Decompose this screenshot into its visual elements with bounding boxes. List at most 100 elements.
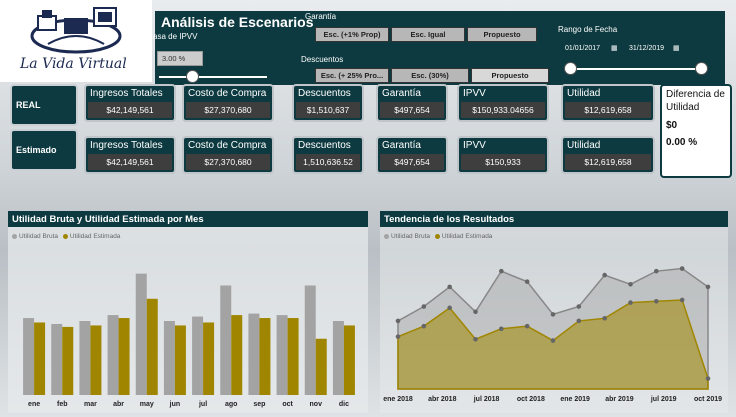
ipvv-input[interactable]: 3.00 %	[157, 51, 203, 66]
calendar-end-icon[interactable]: ▦	[673, 45, 680, 52]
filter-bar: Análisis de Escenarios asa de IPVV 3.00 …	[153, 11, 725, 85]
point-estimada[interactable]	[654, 298, 659, 304]
point-estimada[interactable]	[473, 336, 478, 342]
x-tick-label: jul 2018	[473, 396, 500, 403]
bar-bruta-jul[interactable]	[192, 316, 204, 395]
difference-card: Diferencia de Utilidad $0 0.00 %	[660, 84, 732, 178]
date-slider-track	[571, 68, 701, 70]
kpi-value: $1,510,637	[296, 102, 360, 118]
kpi-value: 1,510,636.52	[296, 154, 360, 170]
point-estimada[interactable]	[602, 316, 607, 321]
point-bruta[interactable]	[499, 268, 504, 274]
bar-estimada-sep[interactable]	[259, 318, 271, 395]
bar-chart: ene feb mar abr may jun jul ago sep oct nov dic	[23, 273, 355, 408]
bar-bruta-dic[interactable]	[332, 321, 344, 395]
point-bruta[interactable]	[628, 281, 633, 287]
bar-estimada-nov[interactable]	[315, 338, 327, 395]
date-end[interactable]: 31/12/2019	[629, 45, 665, 52]
kpi-value: $150,933.04656	[461, 102, 545, 118]
bar-estimada-dic[interactable]	[343, 325, 355, 395]
area-chart-title: Tendencia de los Resultados	[380, 211, 728, 227]
bar-bruta-mar[interactable]	[79, 321, 91, 395]
descuentos-option-2[interactable]: Esc. (30%)	[391, 68, 469, 83]
x-tick-label: oct	[282, 401, 293, 408]
date-start[interactable]: 01/01/2017	[565, 45, 601, 52]
point-estimada[interactable]	[628, 300, 633, 305]
kpi-value: $497,654	[380, 154, 444, 170]
bar-estimada-mar[interactable]	[90, 325, 102, 395]
bar-bruta-sep[interactable]	[248, 313, 260, 395]
difference-label: Diferencia de Utilidad	[666, 89, 725, 113]
ipvv-slider-handle[interactable]	[186, 70, 199, 83]
x-tick-label: ene 2018	[383, 396, 413, 403]
kpi-estimado-ingresos: Ingresos Totales $42,149,561	[84, 136, 176, 174]
kpi-estimado-utilidad: Utilidad $12,619,658	[561, 136, 655, 174]
point-estimada[interactable]	[550, 338, 556, 343]
point-estimada[interactable]	[499, 326, 504, 332]
date-slider-start-handle[interactable]	[564, 62, 577, 75]
bar-estimada-ene[interactable]	[34, 322, 46, 395]
difference-percent: 0.00 %	[666, 137, 698, 148]
legend-label: Utilidad Bruta	[19, 233, 59, 240]
descuentos-option-1[interactable]: Esc. (+ 25% Pro...	[315, 68, 389, 83]
bar-bruta-ago[interactable]	[220, 285, 232, 395]
point-estimada[interactable]	[421, 323, 427, 329]
bar-estimada-feb[interactable]	[62, 326, 74, 395]
logo-icon	[30, 7, 122, 54]
point-estimada[interactable]	[705, 376, 711, 381]
point-bruta[interactable]	[395, 318, 401, 324]
calendar-start-icon[interactable]: ▦	[611, 45, 618, 52]
point-bruta[interactable]	[705, 284, 711, 290]
garantia-option-1[interactable]: Esc. (+1% Prop)	[315, 27, 389, 42]
point-estimada[interactable]	[447, 305, 452, 311]
x-tick-label: mar	[84, 401, 97, 408]
bar-bruta-may[interactable]	[135, 273, 147, 395]
legend-dot	[12, 233, 17, 239]
date-slider-end-handle[interactable]	[695, 62, 708, 75]
garantia-option-2[interactable]: Esc. Igual	[391, 27, 465, 42]
point-bruta[interactable]	[679, 266, 685, 271]
point-estimada[interactable]	[395, 334, 401, 339]
ipvv-label: asa de IPVV	[153, 32, 198, 41]
brand-name: La Vida Virtual	[20, 56, 127, 72]
kpi-label: Utilidad	[567, 140, 601, 151]
kpi-real-ingresos: Ingresos Totales $42,149,561	[84, 84, 176, 122]
bar-estimada-ago[interactable]	[231, 315, 243, 395]
point-bruta[interactable]	[654, 268, 659, 274]
bar-estimada-jul[interactable]	[203, 322, 215, 395]
kpi-estimado-costo: Costo de Compra $27,370,680	[182, 136, 274, 174]
bar-estimada-abr[interactable]	[118, 318, 130, 395]
bar-bruta-feb[interactable]	[51, 323, 63, 395]
kpi-real-utilidad: Utilidad $12,619,658	[561, 84, 655, 122]
bar-bruta-jun[interactable]	[163, 321, 175, 395]
descuentos-option-3[interactable]: Propuesto	[471, 68, 549, 83]
bar-bruta-ene[interactable]	[23, 318, 35, 395]
garantia-option-3[interactable]: Propuesto	[467, 27, 537, 42]
x-tick-label: feb	[57, 401, 68, 408]
bar-bruta-oct[interactable]	[276, 315, 288, 395]
bar-bruta-abr[interactable]	[107, 315, 119, 395]
bar-estimada-may[interactable]	[146, 298, 158, 395]
kpi-value: $42,149,561	[88, 102, 172, 118]
point-bruta[interactable]	[550, 312, 556, 317]
x-tick-label: jul 2019	[650, 396, 677, 403]
kpi-label: Descuentos	[298, 140, 351, 151]
bar-estimada-jun[interactable]	[174, 325, 186, 395]
kpi-value: $12,619,658	[565, 154, 651, 170]
kpi-label: IPVV	[463, 140, 486, 151]
bar-chart-title: Utilidad Bruta y Utilidad Estimada por M…	[8, 211, 368, 227]
point-bruta[interactable]	[447, 284, 452, 290]
point-estimada[interactable]	[524, 323, 530, 329]
bar-chart-panel: Utilidad Bruta y Utilidad Estimada por M…	[8, 211, 368, 413]
x-tick-label: sep	[253, 401, 265, 408]
point-estimada[interactable]	[576, 318, 582, 324]
point-estimada[interactable]	[679, 297, 685, 303]
point-bruta[interactable]	[473, 309, 478, 315]
point-bruta[interactable]	[421, 304, 427, 309]
bar-bruta-nov[interactable]	[304, 285, 316, 395]
point-bruta[interactable]	[524, 279, 530, 284]
bar-estimada-oct[interactable]	[287, 318, 299, 395]
point-bruta[interactable]	[576, 304, 582, 309]
point-bruta[interactable]	[602, 272, 607, 278]
kpi-real-costo: Costo de Compra $27,370,680	[182, 84, 274, 122]
